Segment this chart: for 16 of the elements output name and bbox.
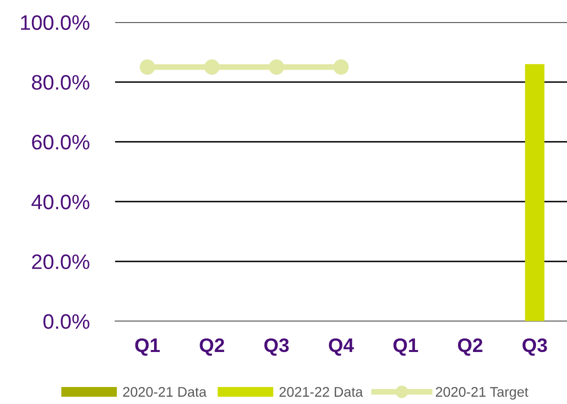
x-tick-label: Q1 [393,338,418,356]
x-tick-label: Q3 [522,338,547,356]
x-tick-label: Q2 [458,338,482,356]
x-tick-label: Q2 [200,338,224,356]
y-tick-label: 20.0% [32,254,90,270]
y-tick-label: 100.0% [21,15,90,30]
legend-label: 2020-21 Target [436,387,528,400]
y-tick-label: 60.0% [32,134,90,150]
x-tick-label: Q3 [264,338,289,356]
y-tick-label: 80.0% [32,75,90,90]
y-tick-label: 0.0% [43,314,90,329]
x-tick-label: Q4 [328,338,354,356]
legend-label: 2021-22 Data [280,387,363,397]
x-tick-label: Q1 [135,338,160,356]
legend-label: 2020-21 Data [123,387,207,397]
y-tick-label: 40.0% [32,194,90,210]
